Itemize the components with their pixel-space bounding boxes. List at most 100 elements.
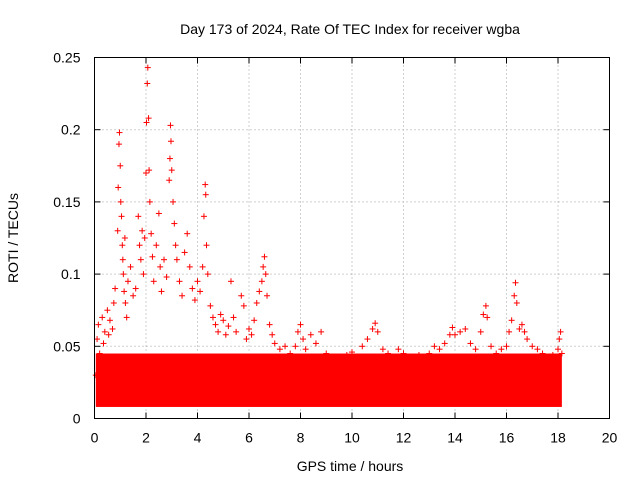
data-point xyxy=(436,346,443,353)
data-point xyxy=(120,271,127,278)
data-point xyxy=(148,230,155,237)
data-point xyxy=(167,138,174,145)
data-point xyxy=(318,328,325,335)
data-point xyxy=(349,349,355,356)
data-point xyxy=(118,213,125,220)
data-point xyxy=(446,331,453,338)
data-point xyxy=(294,328,301,335)
data-point xyxy=(395,346,402,353)
data-point xyxy=(262,271,269,278)
data-point xyxy=(173,256,180,263)
data-point xyxy=(488,343,495,350)
data-point xyxy=(415,351,422,358)
data-point xyxy=(153,242,160,249)
data-point xyxy=(498,346,505,353)
data-point xyxy=(513,299,520,306)
data-point xyxy=(282,343,289,350)
data-point xyxy=(186,263,193,270)
x-tick-label: 14 xyxy=(447,430,463,446)
x-tick-label: 6 xyxy=(245,430,253,446)
data-point xyxy=(189,285,196,292)
data-point xyxy=(343,351,350,358)
data-point xyxy=(556,336,563,343)
data-point xyxy=(276,346,283,353)
data-point xyxy=(144,80,151,87)
data-point xyxy=(172,242,179,249)
data-point xyxy=(521,328,528,335)
data-point xyxy=(157,263,164,270)
data-point xyxy=(506,328,513,335)
data-point xyxy=(426,350,433,357)
data-point xyxy=(127,263,134,270)
data-point xyxy=(141,235,148,241)
data-point xyxy=(312,340,319,347)
data-point xyxy=(364,336,371,343)
data-point xyxy=(105,331,112,338)
data-point xyxy=(215,328,222,335)
data-point xyxy=(557,328,564,335)
data-point xyxy=(95,321,102,328)
data-point xyxy=(472,346,479,353)
data-point xyxy=(110,299,117,306)
data-point xyxy=(297,321,304,328)
data-point xyxy=(132,285,139,292)
data-point xyxy=(484,314,491,321)
data-point xyxy=(529,343,536,350)
data-point xyxy=(117,198,124,205)
data-point xyxy=(354,354,361,361)
data-point xyxy=(307,331,314,338)
data-point xyxy=(421,354,428,361)
data-point xyxy=(508,317,515,324)
data-point xyxy=(253,299,260,306)
data-point xyxy=(251,317,258,324)
data-point xyxy=(369,325,376,332)
data-point xyxy=(256,288,263,295)
data-point xyxy=(184,230,191,237)
data-point xyxy=(359,343,366,350)
data-point xyxy=(209,314,216,321)
data-point xyxy=(202,191,209,198)
x-tick-label: 2 xyxy=(142,430,150,446)
data-point xyxy=(222,331,229,338)
data-point xyxy=(166,155,173,162)
data-point xyxy=(518,321,525,328)
data-point xyxy=(512,279,519,286)
data-point xyxy=(176,278,183,285)
data-point xyxy=(269,331,276,338)
data-point xyxy=(130,292,137,299)
data-point xyxy=(121,235,128,241)
data-point xyxy=(379,346,386,353)
data-point xyxy=(261,253,268,260)
x-tick-label: 20 xyxy=(602,430,618,446)
y-axis-label: ROTI / TECUs xyxy=(5,193,21,283)
x-tick-label: 16 xyxy=(499,430,515,446)
data-point xyxy=(97,360,104,367)
data-point xyxy=(202,181,209,188)
data-point xyxy=(161,256,168,263)
data-point xyxy=(271,340,278,347)
data-point xyxy=(338,360,345,367)
data-point xyxy=(94,336,101,343)
data-point xyxy=(323,350,330,357)
data-point xyxy=(549,351,556,358)
data-point xyxy=(457,328,464,335)
data-point xyxy=(168,167,175,174)
data-point xyxy=(233,328,240,335)
data-point xyxy=(149,253,156,260)
y-tick-label: 0.25 xyxy=(53,50,80,66)
data-point xyxy=(96,350,103,357)
data-point xyxy=(516,325,523,332)
data-point xyxy=(124,278,131,285)
data-point xyxy=(410,357,417,364)
data-point xyxy=(328,354,335,361)
data-point xyxy=(100,340,107,347)
data-point xyxy=(163,273,170,280)
chart-title: Day 173 of 2024, Rate Of TEC Index for r… xyxy=(180,21,520,37)
data-point xyxy=(207,302,214,309)
data-point xyxy=(115,141,122,148)
data-point xyxy=(121,288,128,295)
data-point xyxy=(217,311,224,318)
data-point xyxy=(203,242,210,249)
data-point xyxy=(480,311,487,318)
